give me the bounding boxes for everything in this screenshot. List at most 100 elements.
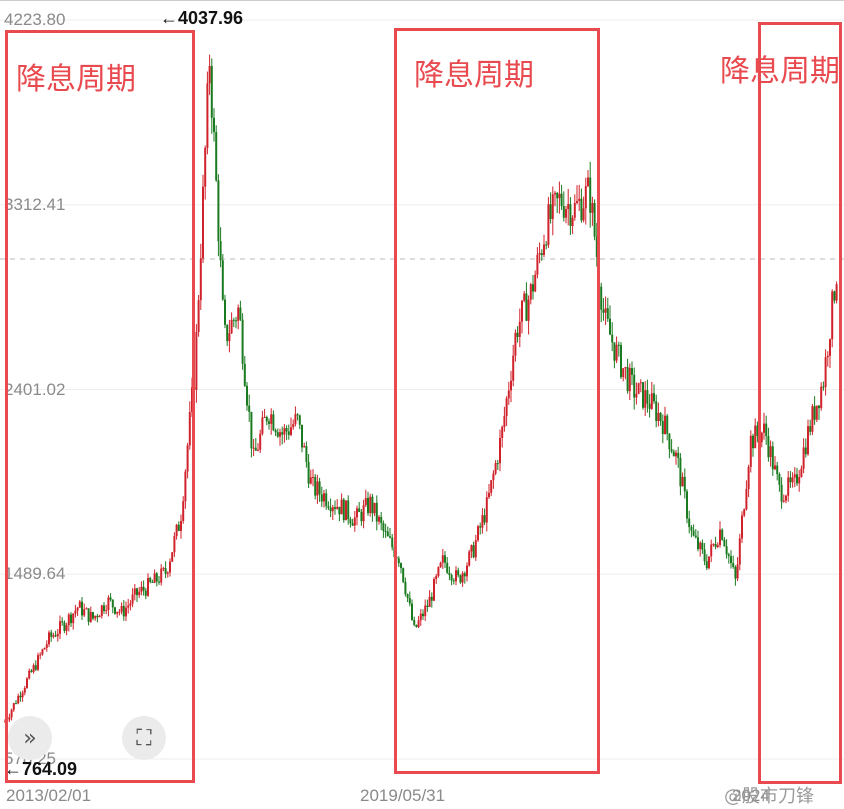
- candle-body: [349, 519, 352, 524]
- candle-body: [155, 573, 158, 582]
- candle-body: [292, 424, 295, 428]
- candle-body: [268, 421, 270, 424]
- candle-body: [312, 476, 314, 478]
- candle-body: [749, 435, 752, 467]
- candle-body: [822, 386, 825, 388]
- candle-body: [241, 319, 244, 364]
- candle-body: [703, 549, 706, 562]
- candle-body: [342, 499, 345, 521]
- candle-body: [309, 477, 312, 484]
- candle-body: [125, 607, 127, 617]
- candle-body: [188, 412, 191, 446]
- candle-body: [479, 526, 482, 528]
- candle-body: [12, 703, 15, 710]
- candle-body: [694, 535, 697, 538]
- candle-body: [743, 509, 746, 516]
- candle-body: [270, 414, 273, 424]
- candle-body: [65, 625, 68, 631]
- candle-body: [681, 476, 684, 487]
- candle-body: [94, 615, 97, 619]
- candle-body: [437, 567, 440, 576]
- candle-body: [373, 502, 376, 514]
- candle-body: [604, 308, 607, 313]
- candle-body: [406, 594, 409, 598]
- candle-body: [323, 493, 325, 502]
- candle-body: [226, 324, 229, 342]
- candle-body: [732, 563, 735, 567]
- candle-body: [655, 401, 658, 422]
- candle-body: [397, 558, 400, 564]
- candle-body: [131, 594, 134, 604]
- candle-body: [567, 204, 570, 210]
- candle-body: [529, 284, 532, 300]
- candle-body: [644, 390, 647, 408]
- candle-body: [534, 274, 537, 292]
- candle-body: [50, 632, 53, 637]
- candle-body: [364, 497, 367, 506]
- candle-body: [738, 538, 741, 565]
- candle-body: [666, 415, 669, 434]
- candle-body: [360, 512, 363, 522]
- candle-body: [824, 357, 827, 388]
- candle-body: [653, 393, 655, 402]
- candle-body: [813, 406, 816, 420]
- candle-body: [195, 331, 198, 390]
- candle-body: [419, 613, 422, 621]
- candle-body: [375, 502, 378, 522]
- candle-body: [697, 537, 699, 550]
- candle-body: [807, 426, 809, 455]
- candle-body: [730, 556, 732, 564]
- candle-body: [182, 501, 185, 522]
- candle-body: [648, 403, 651, 409]
- candle-body: [129, 603, 132, 606]
- candle-body: [798, 476, 801, 484]
- candle-body: [261, 417, 264, 434]
- candle-body: [386, 531, 389, 537]
- candle-body: [791, 477, 794, 483]
- candle-body: [771, 446, 774, 470]
- candle-body: [747, 466, 750, 490]
- candle-body: [32, 665, 35, 672]
- candle-body: [714, 543, 717, 547]
- candle-body: [710, 544, 713, 557]
- candle-body: [15, 703, 17, 705]
- candle-body: [74, 610, 77, 614]
- candle-body: [444, 555, 446, 563]
- candle-body: [23, 688, 26, 693]
- candle-body: [725, 546, 728, 555]
- candle-body: [120, 606, 123, 612]
- candle-body: [232, 319, 235, 321]
- candle-body: [173, 536, 176, 553]
- candle-body: [56, 633, 59, 637]
- candle-body: [818, 405, 820, 409]
- candle-body: [378, 516, 380, 522]
- candle-body: [301, 424, 303, 448]
- candle-body: [369, 496, 372, 514]
- candle-body: [765, 423, 768, 437]
- candle-body: [457, 570, 460, 576]
- fullscreen-icon[interactable]: ⛶: [122, 716, 166, 760]
- candle-body: [494, 463, 497, 474]
- candle-body: [723, 539, 726, 547]
- candle-body: [19, 695, 22, 698]
- candle-body: [404, 581, 407, 595]
- candle-body: [657, 412, 660, 422]
- candle-body: [133, 588, 136, 595]
- candle-body: [736, 564, 739, 579]
- candle-body: [712, 543, 715, 545]
- candle-body: [142, 586, 145, 591]
- candle-body: [587, 177, 589, 187]
- candle-body: [545, 244, 548, 246]
- candle-body: [741, 515, 743, 539]
- candle-body: [334, 507, 336, 509]
- expand-chevron-icon[interactable]: »: [8, 716, 52, 760]
- candle-body: [815, 405, 818, 420]
- candle-body: [279, 432, 281, 437]
- candle-body: [239, 307, 242, 320]
- candle-body: [259, 433, 262, 450]
- candle-body: [340, 499, 343, 515]
- candle-body: [633, 374, 636, 398]
- candle-body: [72, 613, 75, 624]
- candle-body: [320, 494, 323, 502]
- candle-body: [793, 474, 796, 478]
